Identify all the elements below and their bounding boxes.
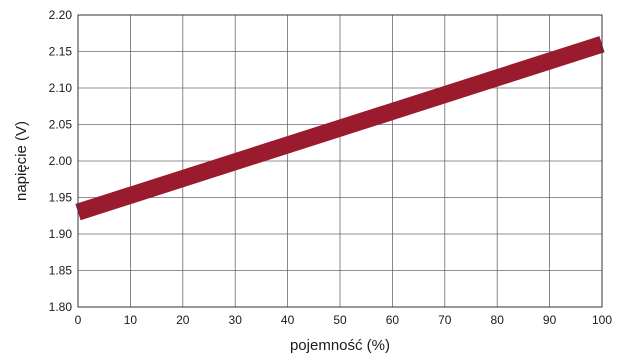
y-tick-label: 1.90 — [49, 227, 73, 241]
x-tick-label: 80 — [491, 313, 505, 327]
y-tick-labels: 1.80 1.85 1.90 1.95 2.00 2.05 2.10 2.15 2.20 — [49, 8, 73, 314]
series-layer — [75, 36, 605, 221]
y-tick-label: 2.00 — [49, 154, 73, 168]
x-axis-title: pojemność (%) — [290, 337, 390, 354]
y-tick-label: 1.85 — [49, 264, 73, 278]
x-tick-label: 70 — [438, 313, 452, 327]
y-tick-label: 2.05 — [49, 118, 73, 132]
y-tick-label: 1.95 — [49, 191, 73, 205]
x-tick-label: 100 — [592, 313, 612, 327]
x-tick-labels: 0 10 20 30 40 50 60 70 80 90 100 — [75, 313, 613, 327]
x-tick-label: 20 — [176, 313, 190, 327]
y-tick-label: 2.10 — [49, 81, 73, 95]
y-tick-label: 1.80 — [49, 300, 73, 314]
x-tick-label: 60 — [386, 313, 400, 327]
series-line — [75, 36, 605, 221]
y-tick-label: 2.20 — [49, 8, 73, 22]
plot-border — [77, 14, 603, 308]
y-axis-title: napięcie (V) — [13, 121, 30, 201]
y-tick-label: 2.15 — [49, 45, 73, 59]
x-tick-label: 0 — [75, 313, 82, 327]
x-tick-label: 10 — [124, 313, 138, 327]
x-tick-label: 40 — [281, 313, 295, 327]
x-tick-label: 30 — [229, 313, 243, 327]
x-tick-label: 90 — [543, 313, 557, 327]
x-tick-label: 50 — [333, 313, 347, 327]
